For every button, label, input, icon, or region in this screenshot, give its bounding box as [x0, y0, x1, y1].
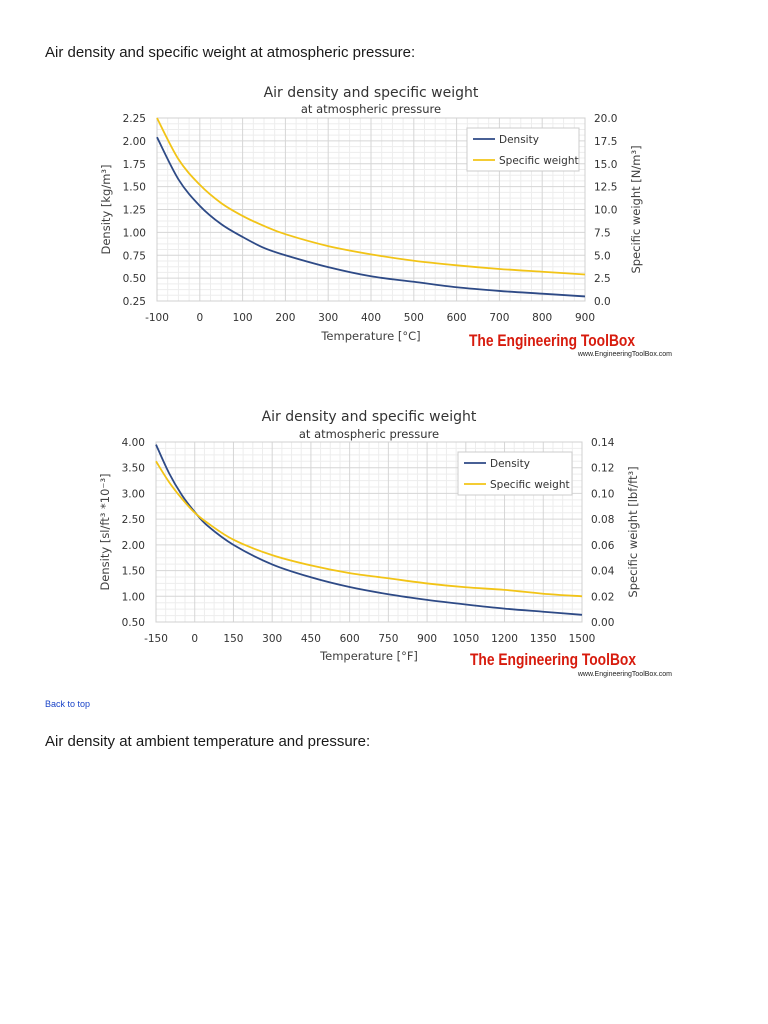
back-to-top-link[interactable]: Back to top: [45, 699, 91, 709]
y2-tick-label: 0.00: [591, 617, 614, 629]
plot-area-border: [156, 117, 586, 302]
chart-title: Air density and specific weight: [262, 409, 477, 425]
y2-tick-label: 0.06: [591, 540, 615, 552]
x-tick-label: 300: [262, 633, 282, 645]
y2-tick-label: 15.0: [594, 159, 617, 171]
x-tick-label: 1200: [491, 633, 518, 645]
y2-tick-label: 7.5: [594, 227, 611, 239]
x-tick-label: 600: [447, 312, 467, 324]
legend-box: [466, 127, 580, 172]
brand-logo-text: The Engineering ToolBox: [470, 650, 636, 669]
y-tick-label: 3.50: [122, 463, 145, 475]
y2-tick-label: 10.0: [594, 205, 617, 217]
brand-url: www.EngineeringToolBox.com: [577, 671, 672, 678]
y-tick-label: 1.25: [123, 205, 146, 217]
y-tick-label: 1.00: [123, 227, 146, 239]
y-axis-label: Density [kg/m³]: [99, 165, 113, 255]
y-tick-label: 1.50: [123, 182, 146, 194]
y2-tick-label: 0.10: [591, 488, 614, 500]
y2-tick-label: 5.0: [594, 250, 611, 262]
x-tick-label: 900: [575, 312, 595, 324]
x-tick-label: 450: [301, 633, 321, 645]
x-tick-label: 1050: [452, 633, 479, 645]
y-axis-label: Density [sl/ft³ *10⁻³]: [98, 473, 112, 590]
y-tick-label: 0.25: [123, 296, 146, 308]
legend-label-density: Density: [490, 458, 530, 470]
y-tick-label: 0.75: [123, 250, 146, 262]
series-line-specific-weight: [155, 460, 583, 598]
y2-axis-label: Specific weight [lbf/ft³]: [626, 466, 640, 597]
x-tick-label: 1350: [530, 633, 557, 645]
y-tick-label: 0.50: [123, 273, 146, 285]
series-line-density: [155, 444, 583, 616]
x-axis-label: Temperature [°F]: [319, 649, 418, 663]
section-heading-atmospheric: Air density and specific weight at atmos…: [45, 44, 416, 61]
y-tick-label: 2.25: [123, 113, 146, 125]
x-tick-label: 150: [223, 633, 243, 645]
chart-title: Air density and specific weight: [264, 85, 479, 101]
brand-logo-text: The Engineering ToolBox: [469, 331, 635, 350]
y-tick-label: 1.00: [122, 591, 145, 603]
y-tick-label: 4.00: [122, 437, 145, 449]
x-axis-label: Temperature [°C]: [320, 329, 420, 343]
y2-tick-label: 0.04: [591, 566, 615, 578]
y-tick-label: 3.00: [122, 488, 145, 500]
x-tick-label: 500: [404, 312, 424, 324]
y2-tick-label: 0.02: [591, 591, 614, 603]
x-tick-label: -100: [145, 312, 169, 324]
x-tick-label: 200: [275, 312, 295, 324]
x-tick-label: 900: [417, 633, 437, 645]
y2-tick-label: 12.5: [594, 182, 617, 194]
y-tick-label: 2.00: [122, 540, 145, 552]
chart-celsius: -100 0 100 200 300 400 500 600 700 800 900 0.25 0.50…: [99, 85, 672, 358]
y2-tick-label: 17.5: [594, 136, 617, 148]
x-tick-label: 300: [318, 312, 338, 324]
section-heading-ambient: Air density at ambient temperature and p…: [45, 733, 371, 750]
y-tick-label: 2.50: [122, 514, 145, 526]
legend-box: [457, 451, 573, 496]
x-tick-label: 100: [233, 312, 253, 324]
chart-subtitle: at atmospheric pressure: [299, 427, 439, 441]
series-line-specific-weight: [156, 117, 586, 276]
x-tick-label: 400: [361, 312, 381, 324]
x-tick-label: 0: [196, 312, 203, 324]
x-tick-label: 0: [191, 633, 198, 645]
y2-tick-label: 2.5: [594, 273, 611, 285]
x-tick-label: 600: [340, 633, 360, 645]
y2-tick-label: 0.12: [591, 463, 614, 475]
y-tick-label: 0.50: [122, 617, 145, 629]
plot-area-border: [155, 441, 583, 623]
brand-url: www.EngineeringToolBox.com: [577, 351, 672, 358]
y2-tick-label: 0.0: [594, 296, 611, 308]
x-tick-label: 700: [489, 312, 509, 324]
legend-label-specific-weight: Specific weight: [499, 155, 579, 167]
series-line-density: [156, 136, 586, 298]
chart-fahrenheit: -150 0 150 300 450 600 750 900 1050 1200 1350 1500 0…: [98, 409, 672, 678]
y2-tick-label: 0.08: [591, 514, 614, 526]
x-tick-label: 1500: [569, 633, 596, 645]
y2-tick-label: 20.0: [594, 113, 617, 125]
legend-label-density: Density: [499, 134, 539, 146]
y2-tick-label: 0.14: [591, 437, 615, 449]
y-tick-label: 2.00: [123, 136, 146, 148]
x-tick-label: 750: [378, 633, 398, 645]
x-tick-label: 800: [532, 312, 552, 324]
legend-label-specific-weight: Specific weight: [490, 479, 570, 491]
chart-subtitle: at atmospheric pressure: [301, 102, 441, 116]
y-tick-label: 1.75: [123, 159, 146, 171]
x-tick-label: -150: [144, 633, 168, 645]
y-tick-label: 1.50: [122, 566, 145, 578]
y2-axis-label: Specific weight [N/m³]: [629, 145, 643, 273]
